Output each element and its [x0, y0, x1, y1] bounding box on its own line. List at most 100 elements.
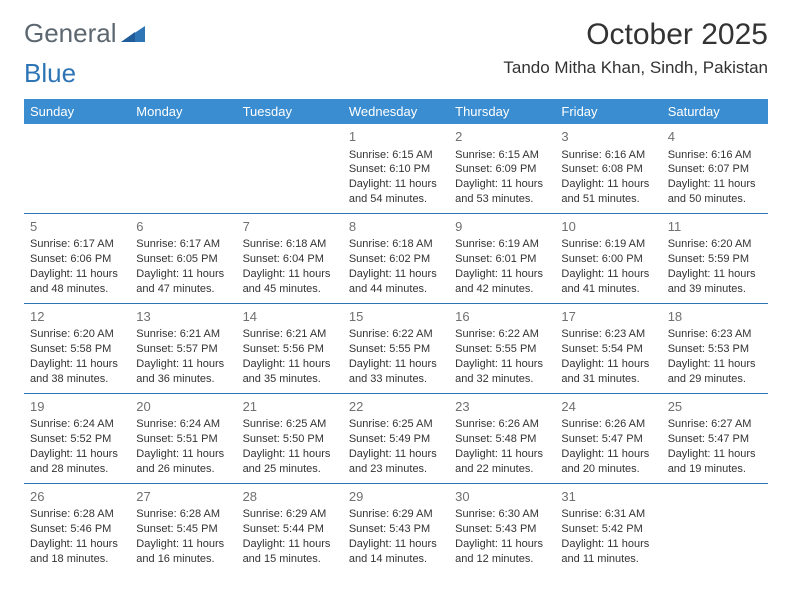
sunrise-line: Sunrise: 6:26 AM — [455, 417, 549, 432]
daylight-line: Daylight: 11 hours — [243, 537, 337, 552]
day-number: 26 — [30, 488, 124, 506]
daylight-line: and 19 minutes. — [668, 462, 762, 477]
day-number: 19 — [30, 398, 124, 416]
sunset-line: Sunset: 6:10 PM — [349, 162, 443, 177]
calendar-cell: 10Sunrise: 6:19 AMSunset: 6:00 PMDayligh… — [555, 213, 661, 303]
sunrise-line: Sunrise: 6:26 AM — [561, 417, 655, 432]
sunset-line: Sunset: 5:59 PM — [668, 252, 762, 267]
day-number: 12 — [30, 308, 124, 326]
daylight-line: Daylight: 11 hours — [455, 447, 549, 462]
day-header-row: SundayMondayTuesdayWednesdayThursdayFrid… — [24, 99, 768, 124]
sunrise-line: Sunrise: 6:24 AM — [30, 417, 124, 432]
daylight-line: Daylight: 11 hours — [455, 357, 549, 372]
daylight-line: Daylight: 11 hours — [455, 177, 549, 192]
sunset-line: Sunset: 5:56 PM — [243, 342, 337, 357]
sunrise-line: Sunrise: 6:29 AM — [349, 507, 443, 522]
calendar-cell: 3Sunrise: 6:16 AMSunset: 6:08 PMDaylight… — [555, 124, 661, 213]
day-number: 29 — [349, 488, 443, 506]
sunset-line: Sunset: 5:43 PM — [455, 522, 549, 537]
day-number: 1 — [349, 128, 443, 146]
sunrise-line: Sunrise: 6:22 AM — [349, 327, 443, 342]
sunset-line: Sunset: 5:50 PM — [243, 432, 337, 447]
daylight-line: and 22 minutes. — [455, 462, 549, 477]
sunrise-line: Sunrise: 6:17 AM — [30, 237, 124, 252]
daylight-line: and 26 minutes. — [136, 462, 230, 477]
day-number: 18 — [668, 308, 762, 326]
sunset-line: Sunset: 6:08 PM — [561, 162, 655, 177]
calendar-cell: 20Sunrise: 6:24 AMSunset: 5:51 PMDayligh… — [130, 393, 236, 483]
sunrise-line: Sunrise: 6:15 AM — [349, 148, 443, 163]
location-label: Tando Mitha Khan, Sindh, Pakistan — [503, 58, 768, 78]
sunset-line: Sunset: 6:06 PM — [30, 252, 124, 267]
logo-triangle-icon — [121, 24, 147, 44]
daylight-line: and 32 minutes. — [455, 372, 549, 387]
daylight-line: and 28 minutes. — [30, 462, 124, 477]
sunrise-line: Sunrise: 6:28 AM — [30, 507, 124, 522]
calendar-cell: 19Sunrise: 6:24 AMSunset: 5:52 PMDayligh… — [24, 393, 130, 483]
day-number: 28 — [243, 488, 337, 506]
day-header: Wednesday — [343, 99, 449, 124]
calendar-page: General October 2025 Tando Mitha Khan, S… — [0, 0, 792, 591]
sunset-line: Sunset: 6:07 PM — [668, 162, 762, 177]
calendar-cell-empty — [24, 124, 130, 213]
daylight-line: Daylight: 11 hours — [561, 537, 655, 552]
day-number: 21 — [243, 398, 337, 416]
daylight-line: Daylight: 11 hours — [561, 177, 655, 192]
day-number: 25 — [668, 398, 762, 416]
sunrise-line: Sunrise: 6:28 AM — [136, 507, 230, 522]
sunrise-line: Sunrise: 6:25 AM — [349, 417, 443, 432]
calendar-cell: 21Sunrise: 6:25 AMSunset: 5:50 PMDayligh… — [237, 393, 343, 483]
daylight-line: and 39 minutes. — [668, 282, 762, 297]
calendar-cell: 6Sunrise: 6:17 AMSunset: 6:05 PMDaylight… — [130, 213, 236, 303]
calendar-cell: 22Sunrise: 6:25 AMSunset: 5:49 PMDayligh… — [343, 393, 449, 483]
day-number: 22 — [349, 398, 443, 416]
sunrise-line: Sunrise: 6:20 AM — [668, 237, 762, 252]
daylight-line: Daylight: 11 hours — [349, 177, 443, 192]
sunrise-line: Sunrise: 6:19 AM — [455, 237, 549, 252]
sunrise-line: Sunrise: 6:18 AM — [349, 237, 443, 252]
sunset-line: Sunset: 5:49 PM — [349, 432, 443, 447]
daylight-line: and 36 minutes. — [136, 372, 230, 387]
title-block: October 2025 Tando Mitha Khan, Sindh, Pa… — [503, 18, 768, 78]
calendar-row: 5Sunrise: 6:17 AMSunset: 6:06 PMDaylight… — [24, 213, 768, 303]
daylight-line: Daylight: 11 hours — [136, 447, 230, 462]
sunset-line: Sunset: 5:52 PM — [30, 432, 124, 447]
calendar-cell: 27Sunrise: 6:28 AMSunset: 5:45 PMDayligh… — [130, 483, 236, 572]
daylight-line: Daylight: 11 hours — [455, 537, 549, 552]
day-number: 9 — [455, 218, 549, 236]
day-number: 27 — [136, 488, 230, 506]
day-number: 6 — [136, 218, 230, 236]
sunrise-line: Sunrise: 6:20 AM — [30, 327, 124, 342]
calendar-cell: 11Sunrise: 6:20 AMSunset: 5:59 PMDayligh… — [662, 213, 768, 303]
daylight-line: Daylight: 11 hours — [668, 177, 762, 192]
day-number: 30 — [455, 488, 549, 506]
calendar-cell-empty — [130, 124, 236, 213]
sunset-line: Sunset: 5:58 PM — [30, 342, 124, 357]
daylight-line: Daylight: 11 hours — [668, 357, 762, 372]
daylight-line: and 47 minutes. — [136, 282, 230, 297]
calendar-cell: 23Sunrise: 6:26 AMSunset: 5:48 PMDayligh… — [449, 393, 555, 483]
sunset-line: Sunset: 5:44 PM — [243, 522, 337, 537]
sunrise-line: Sunrise: 6:21 AM — [136, 327, 230, 342]
sunrise-line: Sunrise: 6:30 AM — [455, 507, 549, 522]
day-number: 3 — [561, 128, 655, 146]
daylight-line: and 20 minutes. — [561, 462, 655, 477]
daylight-line: Daylight: 11 hours — [561, 357, 655, 372]
daylight-line: and 53 minutes. — [455, 192, 549, 207]
day-number: 4 — [668, 128, 762, 146]
calendar-row: 12Sunrise: 6:20 AMSunset: 5:58 PMDayligh… — [24, 303, 768, 393]
sunrise-line: Sunrise: 6:22 AM — [455, 327, 549, 342]
calendar-cell: 24Sunrise: 6:26 AMSunset: 5:47 PMDayligh… — [555, 393, 661, 483]
calendar-cell: 5Sunrise: 6:17 AMSunset: 6:06 PMDaylight… — [24, 213, 130, 303]
calendar-cell: 18Sunrise: 6:23 AMSunset: 5:53 PMDayligh… — [662, 303, 768, 393]
day-number: 20 — [136, 398, 230, 416]
sunrise-line: Sunrise: 6:17 AM — [136, 237, 230, 252]
calendar-cell: 29Sunrise: 6:29 AMSunset: 5:43 PMDayligh… — [343, 483, 449, 572]
daylight-line: and 51 minutes. — [561, 192, 655, 207]
daylight-line: Daylight: 11 hours — [30, 357, 124, 372]
page-title: October 2025 — [503, 18, 768, 52]
sunrise-line: Sunrise: 6:24 AM — [136, 417, 230, 432]
daylight-line: Daylight: 11 hours — [243, 267, 337, 282]
sunset-line: Sunset: 5:53 PM — [668, 342, 762, 357]
daylight-line: and 38 minutes. — [30, 372, 124, 387]
